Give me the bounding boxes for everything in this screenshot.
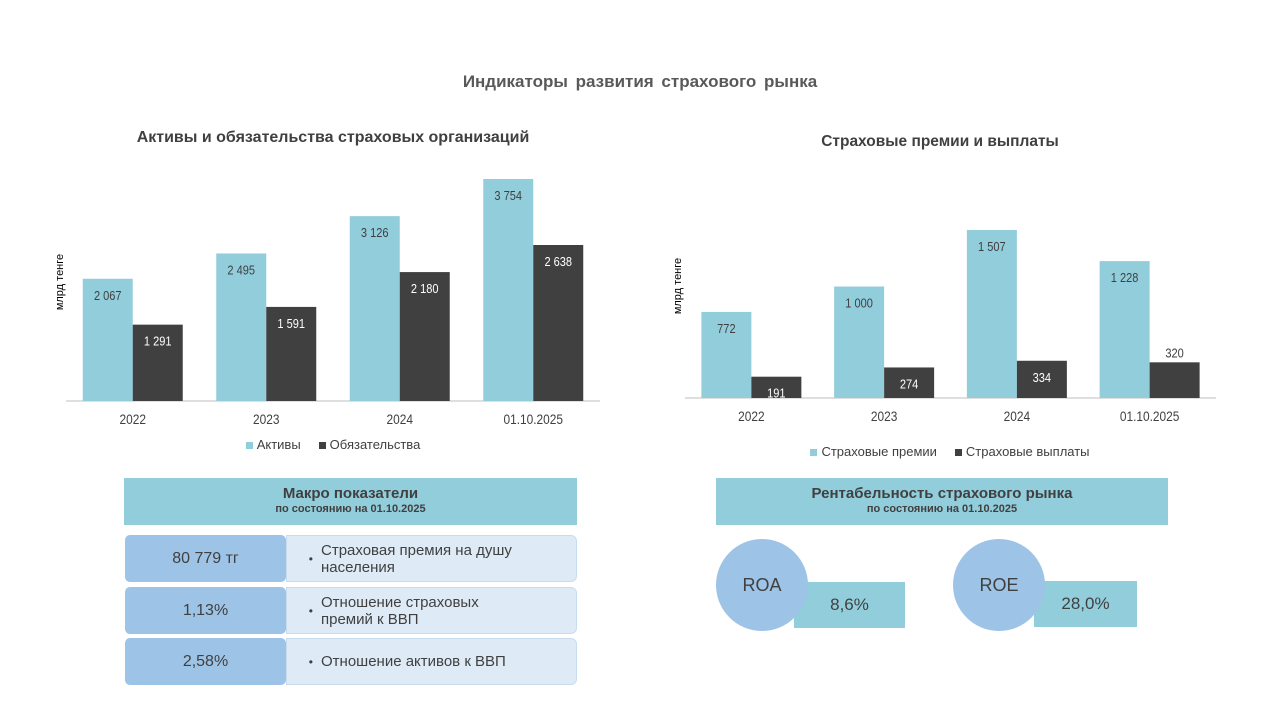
assets-data-label: 3 754 xyxy=(494,188,522,203)
bullet-icon: • xyxy=(308,603,313,618)
legend-swatch-assets xyxy=(245,442,253,450)
legend-swatch-payments xyxy=(954,449,962,457)
premiums-data-label: 320 xyxy=(1165,345,1184,360)
macro-description: • Страховая премия на душу населения xyxy=(286,535,577,582)
roe-circle: ROE xyxy=(953,539,1045,631)
macro-row: 1,13% • Отношение страховых премий к ВВП xyxy=(125,587,577,634)
macro-description-text: Отношение активов к ВВП xyxy=(321,653,506,670)
premiums-x-tick-label: 2023 xyxy=(871,408,897,424)
assets-data-label: 3 126 xyxy=(361,225,389,240)
legend-swatch-liabilities xyxy=(318,442,326,450)
premiums-bar-s1 xyxy=(701,311,752,398)
premiums-bar-s1 xyxy=(834,286,885,398)
premiums-data-label: 1 000 xyxy=(845,296,873,311)
page-title: Индикаторы развития страхового рынка xyxy=(462,72,818,91)
assets-data-label: 2 067 xyxy=(94,288,122,303)
premiums-data-label: 1 228 xyxy=(1111,270,1139,285)
assets-data-label: 1 591 xyxy=(277,316,305,331)
assets-bar-s1 xyxy=(483,179,534,401)
legend-item-assets: Активы xyxy=(245,437,301,452)
legend-item-liabilities: Обязательства xyxy=(318,437,421,452)
roe-label: ROE xyxy=(979,574,1019,595)
assets-x-tick-label: 2024 xyxy=(387,411,413,427)
assets-data-label: 1 291 xyxy=(144,334,172,349)
macro-description-text: Отношение страховых премий к ВВП xyxy=(321,593,479,628)
assets-bar-s1 xyxy=(216,253,267,401)
macro-row: 80 779 тг • Страховая премия на душу нас… xyxy=(125,535,577,582)
profitability-subtitle: по состоянию на 01.10.2025 xyxy=(866,503,1018,515)
premiums-bar-s2 xyxy=(751,376,802,398)
premiums-x-tick-label: 2024 xyxy=(1004,408,1030,424)
assets-bar-s1 xyxy=(82,278,133,401)
premiums-data-label: 191 xyxy=(767,386,786,401)
premiums-bar-s1 xyxy=(966,230,1017,398)
premiums-x-tick-label: 01.10.2025 xyxy=(1120,408,1180,424)
macro-title: Макро показатели xyxy=(282,485,419,502)
bullet-icon: • xyxy=(308,654,313,669)
profitability-header: Рентабельность страхового рынка по состо… xyxy=(716,478,1168,525)
assets-bar-s2 xyxy=(266,306,317,401)
macro-subtitle: по состоянию на 01.10.2025 xyxy=(275,503,426,515)
premiums-bar-s2 xyxy=(1149,362,1200,398)
macro-value: 2,58% xyxy=(125,638,286,685)
roa-value: 8,6% xyxy=(830,595,869,614)
legend-label-premiums: Страховые премии xyxy=(821,444,937,459)
assets-chart-title: Активы и обязательства страховых организ… xyxy=(136,129,530,146)
premiums-bar-s1 xyxy=(1099,261,1150,398)
macro-description: • Отношение страховых премий к ВВП xyxy=(286,587,577,634)
assets-chart-legend: Активы Обязательства xyxy=(66,437,600,452)
premiums-data-label: 274 xyxy=(900,377,919,392)
assets-bar-s2 xyxy=(399,272,450,401)
premiums-data-label: 334 xyxy=(1033,370,1052,385)
assets-bar-s2 xyxy=(533,244,584,401)
roe-value-box: 28,0% xyxy=(1034,581,1137,627)
assets-x-tick-label: 2022 xyxy=(120,411,146,427)
macro-description-text: Страховая премия на душу населения xyxy=(321,541,512,576)
roa-value-box: 8,6% xyxy=(794,582,905,628)
roe-value: 28,0% xyxy=(1061,594,1110,613)
assets-bar-s2 xyxy=(132,324,183,401)
legend-label-payments: Страховые выплаты xyxy=(965,444,1090,459)
assets-bar-s1 xyxy=(349,216,400,401)
assets-liabilities-chart: 2 067 1 291 2022 2 495 1 591 2023 3 126 2 180 20… xyxy=(66,179,600,427)
premiums-x-tick-label: 2022 xyxy=(738,408,764,424)
macro-value: 80 779 тг xyxy=(125,535,286,582)
macro-header: Макро показатели по состоянию на 01.10.2… xyxy=(124,478,577,525)
legend-label-assets: Активы xyxy=(256,437,301,452)
premiums-chart-title: Страховые премии и выплаты xyxy=(821,133,1059,150)
roa-circle: ROA xyxy=(716,539,808,631)
assets-data-label: 2 638 xyxy=(544,254,572,269)
legend-item-premiums: Страховые премии xyxy=(810,444,937,459)
macro-description: • Отношение активов к ВВП xyxy=(286,638,577,685)
premiums-data-label: 772 xyxy=(717,321,736,336)
premiums-bar-s2 xyxy=(884,367,935,398)
legend-swatch-premiums xyxy=(810,449,818,457)
legend-label-liabilities: Обязательства xyxy=(329,437,421,452)
assets-data-label: 2 495 xyxy=(227,263,255,278)
macro-value: 1,13% xyxy=(125,587,286,634)
profitability-title: Рентабельность страхового рынка xyxy=(811,485,1073,502)
bullet-icon: • xyxy=(308,551,313,566)
assets-x-tick-label: 01.10.2025 xyxy=(503,411,563,427)
macro-row: 2,58% • Отношение активов к ВВП xyxy=(125,638,577,685)
legend-item-payments: Страховые выплаты xyxy=(954,444,1090,459)
assets-data-label: 2 180 xyxy=(411,281,439,296)
roa-label: ROA xyxy=(742,574,782,595)
assets-x-tick-label: 2023 xyxy=(253,411,279,427)
premiums-chart-legend: Страховые премии Страховые выплаты xyxy=(685,444,1215,459)
premiums-data-label: 1 507 xyxy=(978,239,1006,254)
premiums-bar-s2 xyxy=(1016,360,1067,398)
